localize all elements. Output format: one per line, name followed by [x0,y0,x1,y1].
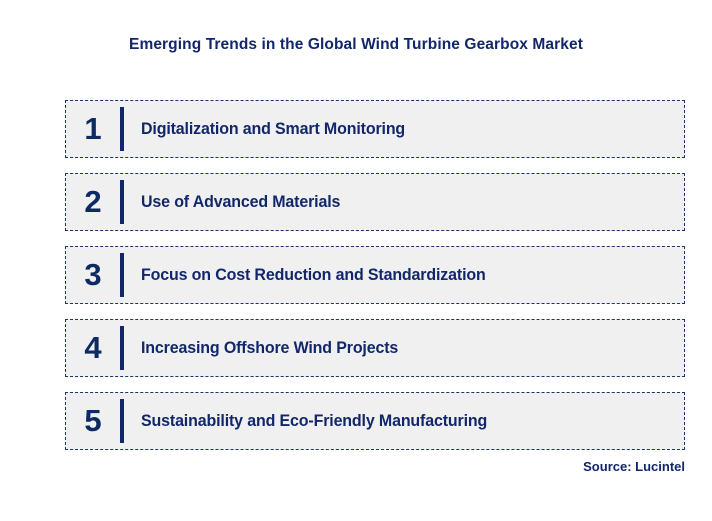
trend-row-1: 1 Digitalization and Smart Monitoring [65,100,685,158]
page-title: Emerging Trends in the Global Wind Turbi… [129,36,583,53]
trend-number: 4 [84,329,102,365]
source-attribution: Source: Lucintel [583,459,685,474]
divider-bar [120,107,124,151]
trend-number: 5 [84,402,102,438]
divider-bar [120,326,124,370]
divider-bar [120,253,124,297]
trend-row-4: 4 Increasing Offshore Wind Projects [65,319,685,377]
trend-row-2: 2 Use of Advanced Materials [65,173,685,231]
trend-row-5: 5 Sustainability and Eco-Friendly Manufa… [65,392,685,450]
trend-number: 2 [84,183,102,219]
trend-row-3: 3 Focus on Cost Reduction and Standardiz… [65,246,685,304]
divider-bar [120,180,124,224]
trend-number: 1 [84,110,102,146]
trend-label: Increasing Offshore Wind Projects [141,338,399,357]
trend-label: Digitalization and Smart Monitoring [141,119,406,138]
trend-number: 3 [84,256,102,292]
trend-label: Focus on Cost Reduction and Standardizat… [141,265,486,284]
trend-label: Use of Advanced Materials [141,192,341,211]
trend-label: Sustainability and Eco-Friendly Manufact… [141,411,488,430]
trend-list: 1 Digitalization and Smart Monitoring 2 … [65,100,685,450]
divider-bar [120,399,124,443]
